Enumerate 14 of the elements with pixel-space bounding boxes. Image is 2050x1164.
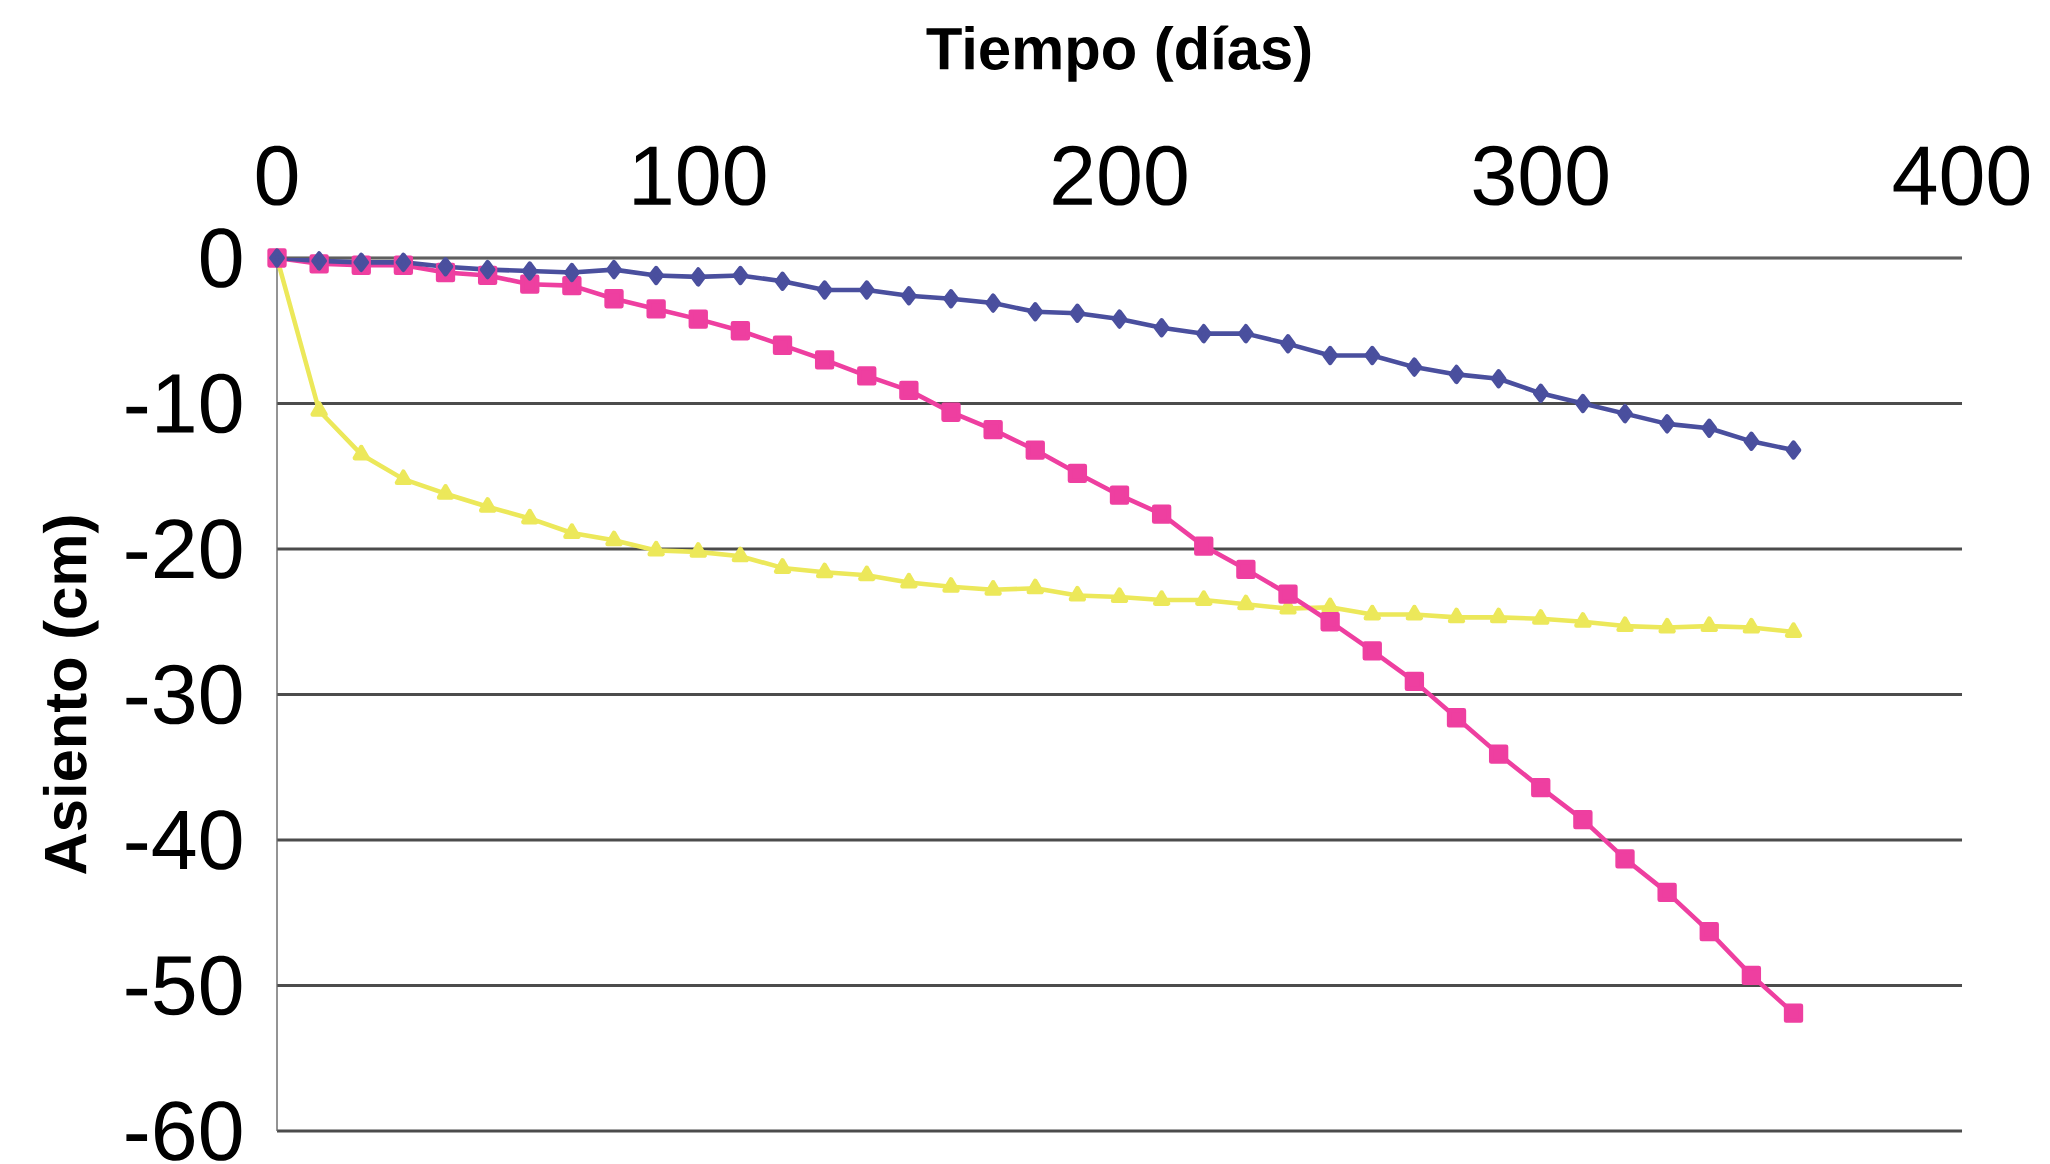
x-tick-label: 100	[634, 145, 766, 206]
x-tick-label: 400	[1893, 145, 2030, 206]
y-tick-label: -10	[126, 373, 242, 434]
y-axis-title: Asiento (cm)	[42, 516, 99, 874]
x-tick-label: 300	[1473, 145, 1608, 206]
y-tick-label: -50	[126, 955, 242, 1016]
y-tick-label: 0	[200, 228, 242, 288]
x-tick-label: 200	[1053, 145, 1187, 206]
x-axis-title: Tiempo (días)	[926, 25, 1311, 82]
y-tick-label: -20	[126, 519, 242, 579]
y-tick-label: -30	[126, 664, 242, 725]
y-tick-label: -60	[126, 1101, 242, 1161]
x-tick-label: 0	[256, 145, 298, 206]
y-tick-label: -40	[126, 810, 242, 870]
